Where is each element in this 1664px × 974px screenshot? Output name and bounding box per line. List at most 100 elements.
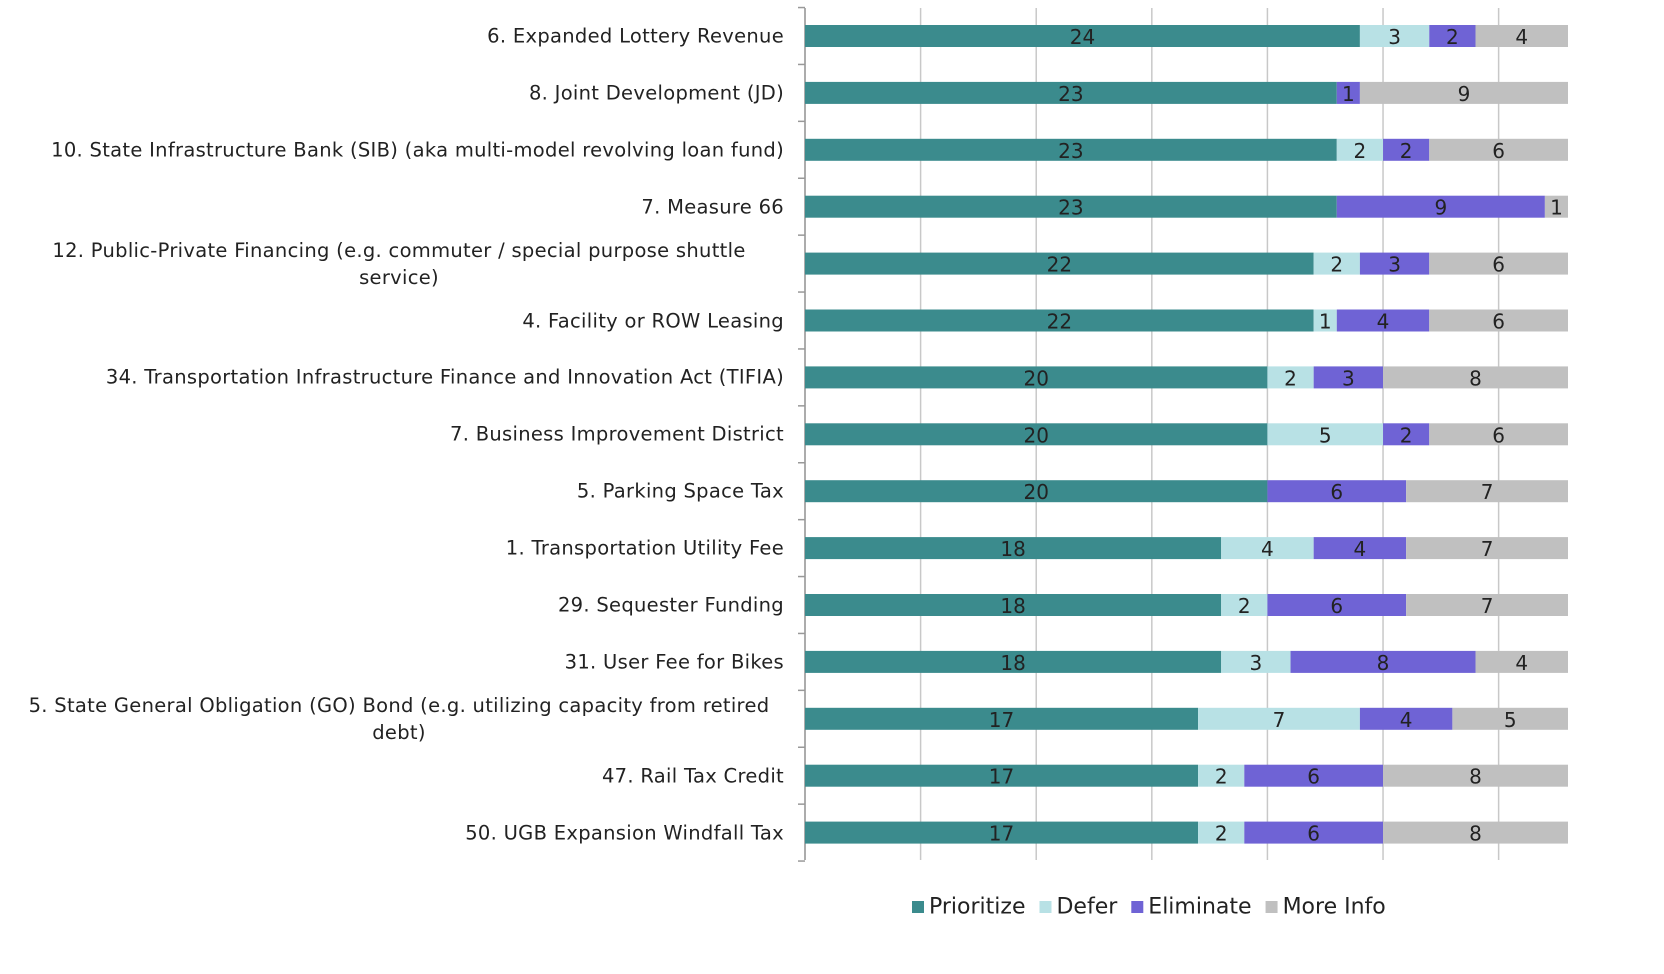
- bar-segment: [1290, 650, 1476, 673]
- category-label: 34. Transportation Infrastructure Financ…: [105, 365, 784, 389]
- data-label: 22: [1047, 253, 1072, 277]
- data-label: 6: [1492, 423, 1505, 447]
- data-label: 17: [989, 765, 1014, 789]
- data-label: 9: [1458, 82, 1471, 106]
- data-label: 18: [1000, 537, 1025, 561]
- data-label: 3: [1388, 253, 1401, 277]
- data-label: 20: [1023, 480, 1048, 504]
- data-label: 23: [1058, 139, 1083, 163]
- bar-segment: [1313, 537, 1407, 560]
- bar-segment: [1383, 366, 1568, 389]
- data-label: 6: [1330, 594, 1343, 618]
- bar-segment: [805, 594, 1222, 616]
- bar-segment: [805, 537, 1222, 560]
- bar-segment: [1336, 138, 1384, 161]
- data-label: 2: [1215, 822, 1228, 846]
- data-label: 23: [1058, 82, 1083, 106]
- data-label: 8: [1377, 651, 1390, 675]
- data-label: 6: [1492, 310, 1505, 334]
- bar-segment: [805, 764, 1199, 787]
- bar-segment: [1383, 138, 1430, 161]
- data-label: 8: [1469, 765, 1482, 789]
- bar-segment: [1359, 707, 1453, 730]
- bar-segment: [1429, 138, 1568, 161]
- bar-segment: [1198, 764, 1245, 787]
- legend-swatch: [1039, 901, 1052, 913]
- category-label: 6. Expanded Lottery Revenue: [487, 24, 784, 48]
- data-label: 23: [1058, 196, 1083, 220]
- bar-segment: [1383, 764, 1568, 787]
- bar-segment: [1383, 821, 1568, 844]
- bar-segment: [1267, 594, 1407, 616]
- bar-segment: [805, 25, 1360, 47]
- data-label: 4: [1261, 537, 1274, 561]
- data-label: 6: [1307, 765, 1320, 789]
- bar-segment: [805, 480, 1268, 503]
- data-label: 2: [1400, 423, 1413, 447]
- data-label: 3: [1249, 651, 1262, 675]
- bar-segment: [1406, 537, 1568, 560]
- data-label: 6: [1492, 139, 1505, 163]
- bar-segment: [805, 309, 1314, 332]
- bar-segment: [1313, 252, 1360, 275]
- legend-label: Prioritize: [929, 895, 1025, 920]
- data-label: 4: [1515, 25, 1528, 49]
- bar-segment: [805, 707, 1199, 730]
- category-label: 50. UGB Expansion Windfall Tax: [465, 821, 784, 845]
- category-label: 12. Public-Private Financing (e.g. commu…: [52, 238, 746, 289]
- legend-label: Eliminate: [1148, 895, 1251, 920]
- bar-segment: [1267, 366, 1314, 389]
- bar-segment: [1359, 81, 1568, 104]
- data-label: 7: [1481, 537, 1494, 561]
- bar-segment: [1359, 25, 1430, 47]
- data-label: 6: [1307, 822, 1320, 846]
- data-label: 22: [1047, 310, 1072, 334]
- bar-segment: [1198, 707, 1360, 730]
- data-label: 6: [1330, 480, 1343, 504]
- data-label: 2: [1354, 139, 1367, 163]
- data-label: 5: [1319, 423, 1332, 447]
- bar-segment: [1336, 81, 1360, 104]
- data-label: 17: [989, 708, 1014, 732]
- bar-segment: [805, 81, 1337, 104]
- data-label: 2: [1284, 366, 1297, 390]
- bar-segment: [805, 366, 1268, 389]
- category-label: 7. Measure 66: [641, 195, 784, 219]
- bar-segment: [805, 650, 1222, 673]
- bar-segment: [1544, 195, 1568, 218]
- data-label: 4: [1354, 537, 1367, 561]
- bar-segment: [1313, 366, 1384, 389]
- legend-swatch: [912, 901, 924, 913]
- data-label: 17: [989, 822, 1014, 846]
- category-label: 10. State Infrastructure Bank (SIB) (aka…: [51, 138, 784, 162]
- data-label: 1: [1342, 82, 1355, 106]
- bar-segment: [1429, 423, 1568, 446]
- bar-segment: [1221, 537, 1314, 560]
- data-label: 4: [1377, 310, 1390, 334]
- bar-segment: [1475, 25, 1568, 47]
- bar-segment: [1244, 764, 1384, 787]
- data-label: 2: [1446, 25, 1459, 49]
- data-label: 4: [1515, 651, 1528, 675]
- legend-label: Defer: [1056, 895, 1118, 920]
- bar-segment: [1429, 252, 1568, 275]
- data-label: 20: [1023, 423, 1048, 447]
- legend-swatch: [1265, 901, 1278, 913]
- data-label: 7: [1273, 708, 1286, 732]
- legend-label: More Info: [1283, 895, 1386, 920]
- data-label: 6: [1492, 253, 1505, 277]
- bar-segment: [1383, 423, 1430, 446]
- bar-segment: [1452, 707, 1568, 730]
- bar-segment: [1244, 821, 1384, 844]
- category-label: 1. Transportation Utility Fee: [505, 536, 784, 560]
- data-label: 24: [1070, 25, 1095, 49]
- bar-segment: [1267, 423, 1384, 446]
- data-label: 20: [1023, 366, 1048, 390]
- data-label: 2: [1330, 253, 1343, 277]
- data-label: 7: [1481, 480, 1494, 504]
- data-label: 8: [1469, 822, 1482, 846]
- bar-segment: [1429, 309, 1568, 332]
- bar-segment: [1336, 309, 1430, 332]
